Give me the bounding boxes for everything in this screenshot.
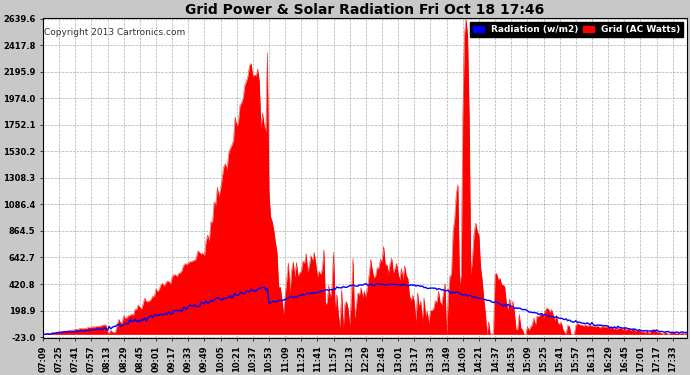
Title: Grid Power & Solar Radiation Fri Oct 18 17:46: Grid Power & Solar Radiation Fri Oct 18 … [186, 3, 544, 17]
Legend: Radiation (w/m2), Grid (AC Watts): Radiation (w/m2), Grid (AC Watts) [470, 22, 682, 37]
Text: Copyright 2013 Cartronics.com: Copyright 2013 Cartronics.com [44, 27, 186, 36]
